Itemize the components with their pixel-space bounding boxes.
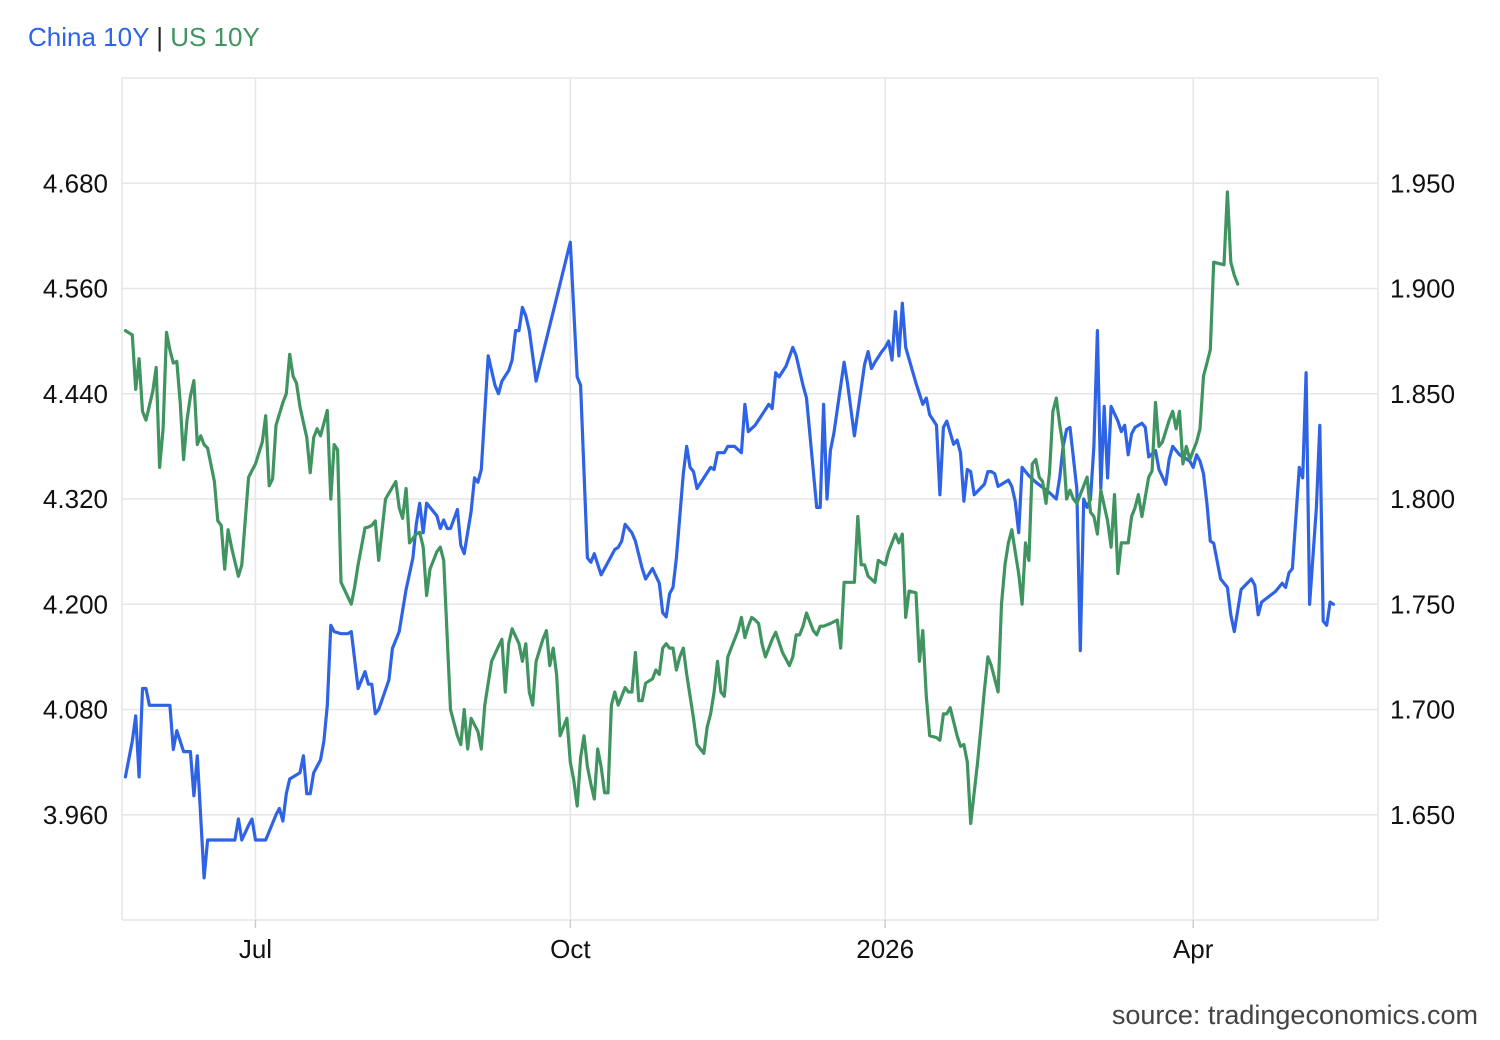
legend-china-10y[interactable]: China 10Y [28, 22, 149, 52]
left-tick-label: 4.200 [43, 589, 108, 619]
left-axis: 4.680 4.560 4.440 4.320 4.200 4.080 3.960 [43, 168, 108, 830]
left-tick-label: 4.440 [43, 379, 108, 409]
left-tick-label: 4.320 [43, 484, 108, 514]
x-tick-label: 2026 [856, 934, 914, 964]
left-tick-label: 3.960 [43, 800, 108, 830]
right-axis: 1.950 1.900 1.850 1.800 1.750 1.700 1.650 [1390, 168, 1455, 830]
right-tick-label: 1.750 [1390, 589, 1455, 619]
legend-us-10y[interactable]: US 10Y [170, 22, 260, 52]
left-tick-label: 4.680 [43, 168, 108, 198]
x-tick-label: Jul [239, 934, 272, 964]
left-tick-label: 4.080 [43, 695, 108, 725]
right-tick-label: 1.950 [1390, 168, 1455, 198]
right-tick-label: 1.700 [1390, 695, 1455, 725]
legend-separator: | [156, 22, 163, 52]
right-tick-label: 1.850 [1390, 379, 1455, 409]
right-tick-label: 1.900 [1390, 274, 1455, 304]
x-tick-label: Apr [1173, 934, 1214, 964]
series-line-us-10y[interactable] [123, 190, 1240, 826]
left-tick-label: 4.560 [43, 274, 108, 304]
right-tick-label: 1.650 [1390, 800, 1455, 830]
legend: China 10Y | US 10Y [28, 22, 260, 53]
source-credit: source: tradingeconomics.com [1111, 1000, 1478, 1030]
series-lines [123, 190, 1336, 880]
x-tick-label: Oct [550, 934, 591, 964]
x-axis: Jul Oct 2026 Apr [239, 920, 1214, 964]
right-tick-label: 1.800 [1390, 484, 1455, 514]
series-line-china-10y[interactable] [123, 240, 1336, 880]
